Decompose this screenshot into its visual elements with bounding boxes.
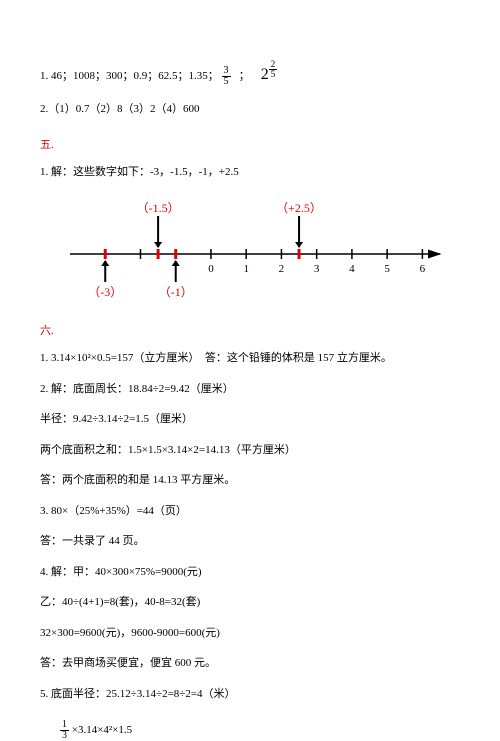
q6-11: 答：去甲商场买便宜，便宜 600 元。: [40, 655, 460, 672]
text: 1. 46；1008；300；0.9；62.5；1.35；: [40, 70, 219, 82]
q6-8: 4. 解：甲：40×300×75%=9000(元): [40, 564, 460, 581]
separator: ；: [239, 70, 250, 82]
svg-text:4: 4: [349, 263, 355, 275]
mixed-number: 225: [261, 66, 278, 83]
q6-9: 乙：40÷(4+1)=8(套)，40-8=32(套): [40, 594, 460, 611]
q6-13: 1 3 ×3.14×4²×1.5: [60, 720, 460, 741]
q6-12: 5. 底面半径：25.12÷3.14÷2=8÷2=4（米）: [40, 686, 460, 703]
svg-text:5: 5: [384, 263, 390, 275]
text: ×3.14×4²×1.5: [72, 724, 132, 736]
svg-text:0: 0: [208, 263, 214, 275]
answer-line-2: 2.（1）0.7（2）8（3）2（4）600: [40, 101, 460, 118]
svg-text:（+2.5）: （+2.5）: [276, 201, 322, 215]
q6-1: 1. 3.14×10²×0.5=157（立方厘米） 答：这个铅锤的体积是 157…: [40, 350, 460, 367]
answer-line-1: 1. 46；1008；300；0.9；62.5；1.35； 3 5 ； 225: [40, 60, 460, 87]
q6-7: 答：一共录了 44 页。: [40, 533, 460, 550]
fraction-3-5: 3 5: [222, 66, 231, 87]
svg-text:（-1）: （-1）: [159, 285, 193, 299]
svg-text:（-3）: （-3）: [88, 285, 122, 299]
q6-10: 32×300=9600(元)，9600-9000=600(元): [40, 625, 460, 642]
svg-text:3: 3: [314, 263, 320, 275]
q6-6: 3. 80×（25%+35%）=44（页）: [40, 503, 460, 520]
svg-text:6: 6: [420, 263, 426, 275]
q6-3: 半径：9.42÷3.14÷2=1.5（厘米）: [40, 411, 460, 428]
svg-text:（-1.5）: （-1.5）: [137, 201, 180, 215]
q6-4: 两个底面积之和：1.5×1.5×3.14×2=14.13（平方厘米）: [40, 442, 460, 459]
section-six-header: 六.: [40, 322, 460, 338]
svg-text:1: 1: [243, 263, 249, 275]
section-five-header: 五.: [40, 136, 460, 152]
q6-2: 2. 解：底面周长：18.84÷2=9.42（厘米）: [40, 381, 460, 398]
fraction-1-3: 1 3: [60, 720, 69, 741]
q6-5: 答：两个底面积的和是 14.13 平方厘米。: [40, 472, 460, 489]
svg-text:2: 2: [279, 263, 285, 275]
number-line-diagram: 0 1 2 3 4 5 6 （-1.5） （+2.5） （-3） （-1）: [40, 194, 460, 304]
q5-text: 1. 解：这些数字如下：-3，-1.5，-1，+2.5: [40, 164, 460, 181]
